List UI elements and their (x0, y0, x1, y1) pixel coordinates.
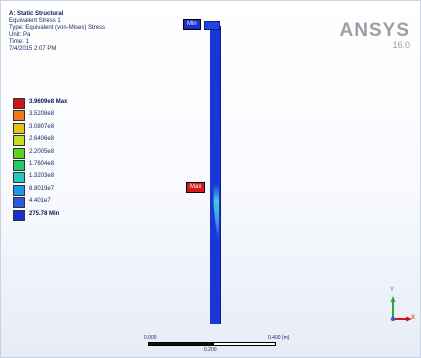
legend-row: 1.7604e8 (13, 158, 93, 171)
legend-row: 2.2005e8 (13, 146, 93, 159)
scale-right-label: 0.400 (m) (268, 335, 290, 341)
legend-label: 8.8019e7 (29, 185, 55, 192)
ansys-logo: ANSYS 16.0 (340, 21, 410, 50)
legend-row: 2.6406e8 (13, 133, 93, 147)
legend-label: 1.3203e8 (29, 173, 55, 180)
legend-label: 3.5208e8 (29, 111, 55, 118)
legend-swatch (13, 147, 25, 159)
scale-left-label: 0.000 (144, 335, 157, 341)
model-top-face[interactable] (204, 21, 220, 30)
legend-label: 1.7604e8 (29, 160, 55, 167)
logo-name: ANSYS (339, 20, 410, 41)
legend-swatch (13, 184, 25, 196)
legend-label: 2.2005e8 (29, 148, 55, 155)
legend-swatch (13, 197, 25, 209)
coordinate-triad[interactable]: Y X (381, 287, 420, 331)
min-probe-label[interactable]: Min (183, 19, 201, 30)
result-info-block: A: Static Structural Equivalent Stress 1… (9, 11, 105, 53)
triad-x-label: X (411, 315, 416, 321)
legend-swatch (13, 159, 25, 171)
legend-row: 8.8019e7 (13, 183, 93, 196)
scale-bar-white (213, 342, 276, 346)
legend-label: 4.401e7 (29, 198, 51, 205)
contour-legend[interactable]: 3.9609e8 Max 3.5208e8 3.0807e8 2.6406e8 … (13, 96, 93, 221)
legend-swatch (13, 209, 25, 221)
legend-row-max: 3.9609e8 Max (13, 96, 93, 109)
result-name: Equivalent Stress 1 (9, 18, 61, 24)
stress-concentration-region (213, 184, 219, 239)
scale-ruler: 0.000 0.400 (m) 0.200 (144, 335, 298, 353)
legend-swatch (13, 98, 25, 109)
scale-bar-black (148, 342, 213, 346)
result-unit: Unit: Pa (9, 32, 31, 38)
analysis-title: A: Static Structural (9, 11, 64, 17)
logo-version: 16.0 (392, 40, 410, 50)
triad-axes-icon (390, 296, 412, 322)
legend-label: 3.9609e8 Max (29, 99, 68, 105)
result-timestamp: 7/4/2015 2:07 PM (9, 46, 57, 52)
legend-row: 1.3203e8 (13, 170, 93, 184)
legend-label: 3.0807e8 (29, 123, 55, 130)
legend-row: 3.0807e8 (13, 121, 93, 134)
legend-swatch (13, 122, 25, 134)
triad-y-label: Y (390, 287, 395, 293)
legend-row: 3.5208e8 (13, 108, 93, 122)
legend-row: 4.401e7 (13, 195, 93, 209)
result-time: Time: 1 (9, 39, 29, 45)
legend-swatch (13, 172, 25, 184)
legend-label: 275.78 Min (29, 210, 60, 217)
result-type: Type: Equivalent (von-Mises) Stress (9, 25, 106, 31)
legend-row-min: 275.78 Min (13, 208, 93, 221)
scale-mid-label: 0.200 (204, 347, 217, 353)
legend-swatch (13, 110, 25, 122)
model-body[interactable] (210, 26, 221, 324)
legend-label: 2.6406e8 (29, 136, 55, 143)
max-probe-label[interactable]: Max (186, 182, 206, 193)
legend-swatch (13, 135, 25, 147)
